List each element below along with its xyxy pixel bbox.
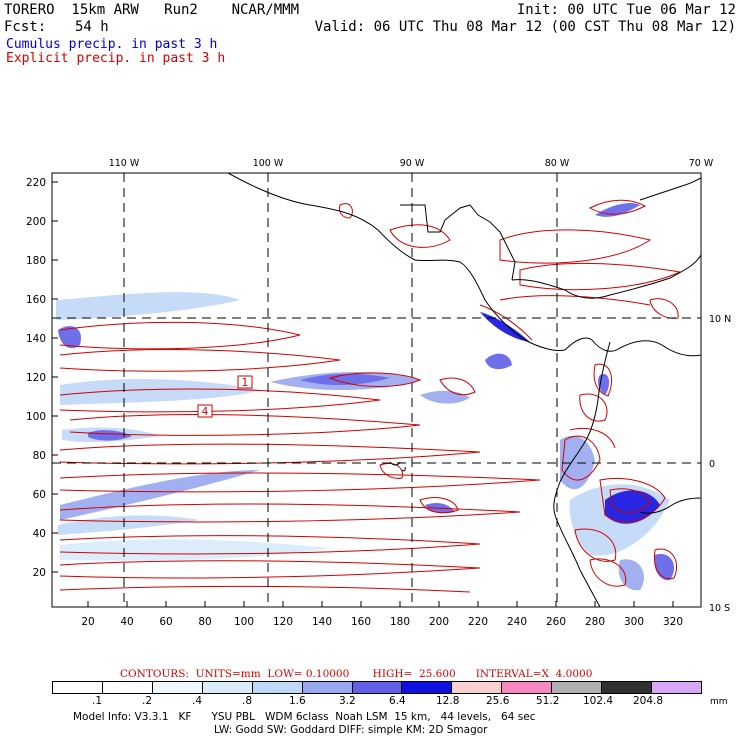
y-tick-label: 160 <box>26 294 46 306</box>
coastline <box>227 173 701 607</box>
colorbar-cell <box>152 682 203 693</box>
colorbar <box>52 681 702 694</box>
lon-label: 90 W <box>400 158 425 169</box>
colorbar-cell <box>352 682 403 693</box>
model-info: Model Info: V3.3.1 KF YSU PBL WDM 6class… <box>73 711 536 723</box>
x-tick-label: 160 <box>351 616 371 628</box>
y-tick-label: 200 <box>26 216 46 228</box>
colorbar-label: 25.6 <box>486 695 510 707</box>
y-tick-label: 40 <box>33 528 46 540</box>
map-frame <box>51 172 702 608</box>
x-tick-label: 60 <box>159 616 172 628</box>
longitude-labels: 110 W 100 W 90 W 80 W 70 W <box>109 158 714 169</box>
lat-label: 10 S <box>709 603 730 614</box>
valid-time: Valid: 06 UTC Thu 08 Mar 12 (00 CST Thu … <box>314 19 736 35</box>
colorbar-label: 204.8 <box>633 695 664 707</box>
map-content <box>56 173 701 607</box>
marker-label-1: 1 <box>242 377 249 389</box>
colorbar-cell <box>502 682 553 693</box>
lon-label: 100 W <box>253 158 284 169</box>
lon-label: 70 W <box>689 158 714 169</box>
colorbar-label: 51.2 <box>536 695 560 707</box>
colorbar-cell <box>402 682 453 693</box>
colorbar-unit: mm <box>710 697 728 707</box>
x-tick-label: 320 <box>663 616 683 628</box>
x-tick-label: 240 <box>507 616 527 628</box>
x-tick-label: 220 <box>468 616 488 628</box>
colorbar-label: 6.4 <box>389 695 406 707</box>
x-tick-label: 40 <box>120 616 133 628</box>
latlon-grid <box>52 173 701 607</box>
y-tick-label: 220 <box>26 177 46 189</box>
colorbar-cell <box>652 682 701 693</box>
x-tick-label: 300 <box>624 616 644 628</box>
cumulus-precip-areas <box>56 203 675 591</box>
marker-label-4: 4 <box>202 406 209 418</box>
station-markers <box>197 375 253 418</box>
x-tick-label: 140 <box>312 616 332 628</box>
latitude-labels: 10 N 0 10 S <box>709 314 731 614</box>
x-axis-ticks <box>87 601 674 607</box>
x-axis-labels: 20 40 60 80 100 120 140 160 180 200 220 … <box>81 616 683 628</box>
forecast-hours: 54 h <box>75 19 109 35</box>
explicit-legend: Explicit precip. in past 3 h <box>6 51 226 66</box>
colorbar-label: 102.4 <box>583 695 614 707</box>
x-tick-label: 280 <box>585 616 605 628</box>
forecast-label: Fcst: <box>4 19 47 35</box>
x-tick-label: 260 <box>546 616 566 628</box>
colorbar-cell <box>202 682 253 693</box>
lat-label: 0 <box>709 459 715 470</box>
lon-label: 80 W <box>545 158 570 169</box>
lon-label: 110 W <box>109 158 140 169</box>
y-axis-ticks <box>52 181 58 573</box>
init-time: Init: 00 UTC Tue 06 Mar 12 <box>516 2 736 18</box>
colorbar-cell <box>102 682 153 693</box>
colorbar-label: 3.2 <box>339 695 356 707</box>
y-tick-label: 140 <box>26 333 46 345</box>
colorbar-label: .1 <box>92 695 103 707</box>
colorbar-cell <box>53 682 103 693</box>
physics-info: LW: Godd SW: Goddard DIFF: simple KM: 2D… <box>214 724 488 736</box>
explicit-precip-contours <box>59 199 682 593</box>
colorbar-cell <box>552 682 603 693</box>
model-title: TORERO 15km ARW Run2 NCAR/MMM <box>4 2 300 18</box>
colorbar-label: .2 <box>142 695 153 707</box>
y-axis-labels: 220 200 180 160 140 120 100 80 60 40 20 <box>26 177 46 579</box>
y-tick-label: 20 <box>33 567 46 579</box>
x-tick-label: 20 <box>81 616 94 628</box>
x-tick-label: 120 <box>273 616 293 628</box>
y-tick-label: 120 <box>26 372 46 384</box>
precip-map: 1 4 220 200 180 160 140 120 100 80 60 40… <box>26 158 731 628</box>
colorbar-label: .4 <box>192 695 203 707</box>
colorbar-cell <box>602 682 653 693</box>
contour-info: CONTOURS: UNITS=mm LOW= 0.10000 HIGH= 25… <box>120 668 593 680</box>
x-tick-label: 80 <box>198 616 211 628</box>
y-tick-label: 180 <box>26 255 46 267</box>
x-tick-label: 180 <box>390 616 410 628</box>
colorbar-label: 12.8 <box>436 695 460 707</box>
cumulus-legend: Cumulus precip. in past 3 h <box>6 37 218 52</box>
colorbar-label: 1.6 <box>289 695 306 707</box>
y-tick-label: 100 <box>26 411 46 423</box>
y-tick-label: 60 <box>33 489 46 501</box>
y-tick-label: 80 <box>33 450 46 462</box>
x-tick-label: 200 <box>429 616 449 628</box>
x-tick-label: 100 <box>234 616 254 628</box>
colorbar-cell <box>252 682 303 693</box>
lat-label: 10 N <box>709 314 731 325</box>
colorbar-cell <box>452 682 503 693</box>
colorbar-cell <box>302 682 353 693</box>
colorbar-label: .8 <box>242 695 253 707</box>
